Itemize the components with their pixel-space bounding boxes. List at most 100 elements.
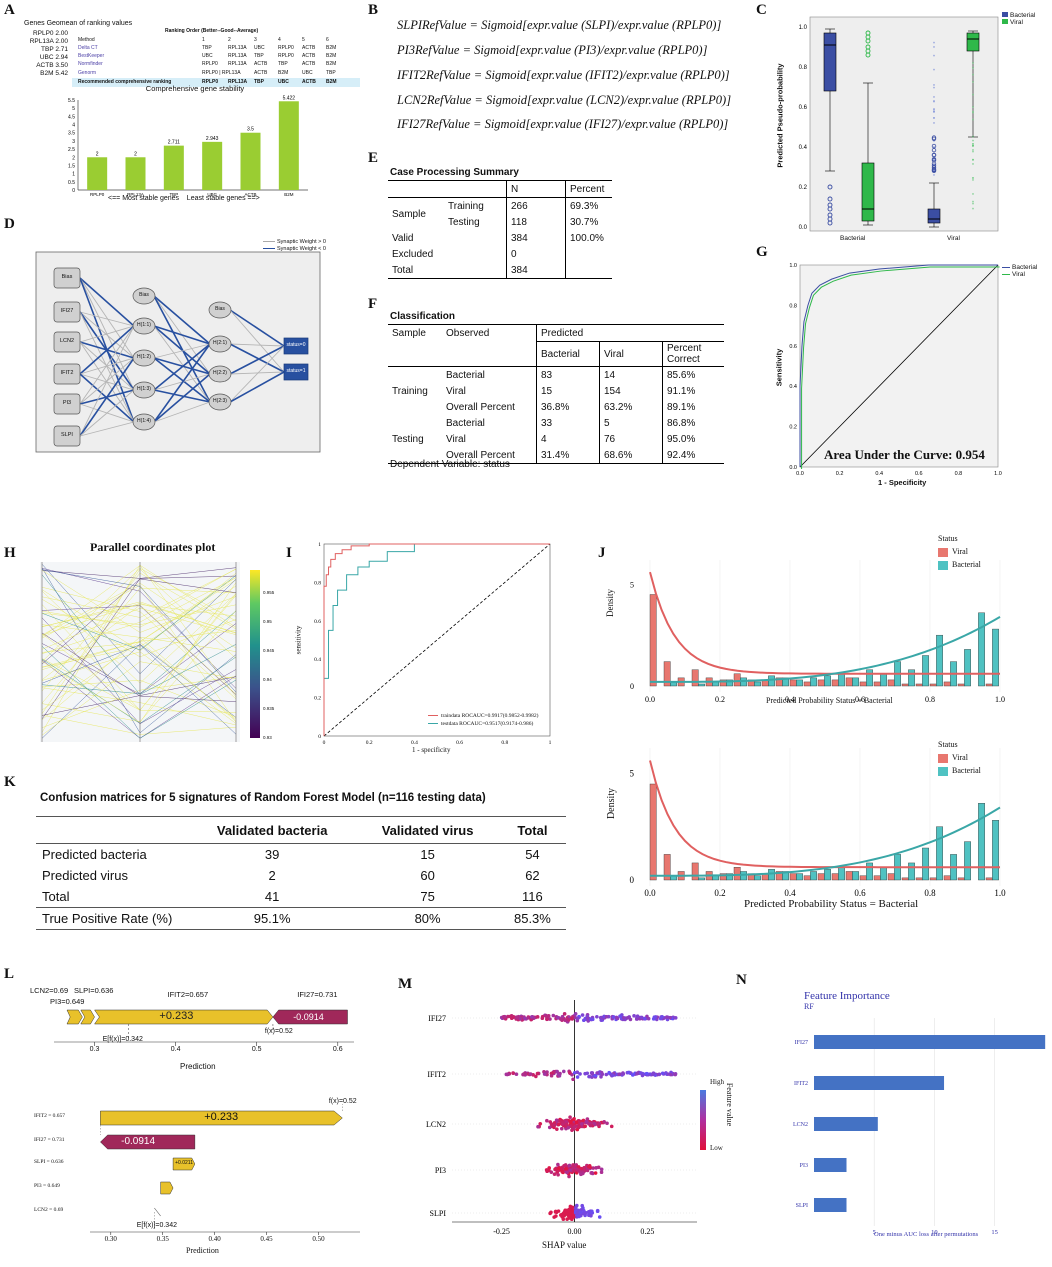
synapse (153, 325, 211, 345)
waterfall-bar-negative (100, 1134, 196, 1150)
roc-g-xlabel: 1 - Specificity (878, 478, 927, 487)
synapse (153, 343, 211, 359)
roc-i-xlabel: 1 - specificity (412, 746, 451, 754)
input-node-label: LCN2 (59, 338, 75, 344)
cell: 68.6% (599, 447, 663, 464)
cell: 91.1% (662, 383, 724, 399)
y-tick-label: 4 (72, 123, 75, 129)
synapse (153, 373, 211, 423)
importance-bar (814, 1076, 945, 1090)
legend-title: Status (938, 740, 958, 749)
outlier-star: * (972, 177, 974, 183)
geomean-item: RPLP0 2.00 (32, 30, 68, 37)
header-cell: Validated virus (381, 822, 474, 838)
bar-viral (873, 875, 881, 881)
shap-point (589, 1071, 594, 1075)
shap-point (511, 1071, 515, 1075)
row-sublabel: Training (448, 200, 484, 212)
y-tick-label: 0.5 (68, 180, 75, 186)
x-tick-label: 0.6 (854, 888, 866, 898)
outlier-star: * (972, 143, 974, 149)
outlier (931, 135, 937, 140)
outlier-star: * (933, 147, 935, 153)
shap-point (665, 1015, 669, 1019)
legend-item: Viral (1002, 271, 1037, 278)
bar-viral (789, 679, 797, 687)
rank-cell: RPL13A (228, 61, 247, 68)
shap-point (561, 1217, 566, 1222)
shap-point (518, 1016, 523, 1021)
hidden-node-label: H(1:3) (137, 386, 151, 392)
roc-curve-test (323, 543, 550, 736)
observed-label: Bacterial (446, 369, 485, 381)
shap-point (568, 1168, 572, 1172)
bar-viral (929, 877, 937, 881)
shap-point (576, 1168, 580, 1172)
bar-viral (691, 862, 699, 881)
cell-n: 118 (506, 214, 566, 230)
bar-bacterial (824, 675, 831, 687)
equation-ifit2: IFIT2RefValue = Sigmoid[expr.value (IFIT… (397, 68, 730, 82)
shap-point (545, 1017, 549, 1021)
rank-cell: RPL13A (228, 45, 247, 51)
x-tick-label: 0.00 (568, 1227, 582, 1236)
bar-bacterial (726, 873, 733, 881)
method-name: Genorm (78, 69, 97, 76)
legend-item: Bacterial (938, 764, 981, 777)
boxplot-legend: Bacterial Viral (1002, 12, 1035, 26)
x-tick-label: 0.0 (645, 695, 655, 704)
shap-point (580, 1013, 585, 1017)
shap-point (534, 1074, 538, 1079)
cell: 41 (264, 889, 280, 904)
gene-stability-chart: Comprehensive gene stability 0 0.5 1 1.5 2 2.… (20, 82, 350, 210)
bar-viral (957, 683, 965, 687)
shap-point (617, 1072, 622, 1077)
bar-viral (915, 877, 923, 881)
bar-viral (817, 679, 825, 687)
shap-point (508, 1014, 513, 1019)
equation-lcn2: LCN2RefValue = Sigmoid[expr.value (LCN2)… (397, 93, 732, 107)
shap-point (561, 1069, 566, 1074)
bar-viral (915, 683, 923, 687)
row-label: Total (392, 264, 414, 276)
cell: 15 (420, 847, 435, 862)
x-tick-label: 0.8 (924, 888, 936, 898)
shap-point (528, 1072, 533, 1076)
boxplot-panel: 0.0 0.2 0.4 0.6 0.8 1.0 * * * * * * * * * * * * * * * * * * * * * *… (770, 5, 1050, 245)
synapse (153, 389, 211, 403)
roc-panel-g: 0.0 0.2 0.4 0.6 0.8 1.0 0.0 0.2 0.4 0.6 0.8 1.0 Sen… (770, 255, 1052, 495)
cell: 154 (599, 383, 663, 399)
method-col-header: Method (78, 37, 95, 43)
feature-label: IFIT2 (427, 1070, 446, 1079)
shap-point (553, 1210, 558, 1214)
bar-bacterial (978, 803, 985, 881)
shap-point (602, 1120, 606, 1124)
geomean-item: RPL13A 2.00 (29, 38, 68, 45)
waterfall-feature: PI3 = 0.649 (34, 1183, 60, 1189)
outlier-star: * (933, 117, 935, 123)
shap-point (639, 1015, 644, 1020)
legend-item: traindata ROCAUC=0.9917(0.9852-0.9982) (428, 712, 539, 720)
shap-xlabel: SHAP value (542, 1240, 587, 1250)
importance-svg: 5 10 15 IFI27 IFIT2 LCN2 PI3 SLPI (793, 1018, 1050, 1236)
rank-cell: RPL13A (228, 53, 247, 60)
waterfall-xtick: 0.30 (104, 1235, 117, 1243)
shap-point (529, 1015, 534, 1019)
synapse (79, 311, 135, 359)
bar-bacterial (698, 683, 705, 687)
y-tick-label: 5.5 (68, 98, 75, 104)
header-observed: Observed (446, 327, 490, 339)
rank-cell: B2M (278, 69, 289, 76)
hidden-node (208, 365, 232, 383)
output-node (283, 337, 309, 355)
outlier (827, 184, 833, 190)
outlier-star: * (972, 145, 974, 151)
recommended-cell: TBP (254, 78, 264, 85)
classification-title: Classification (390, 311, 456, 322)
observed-label: Bacterial (446, 417, 485, 429)
outlier (865, 44, 871, 50)
outlier-star: * (972, 119, 974, 125)
y-tick-label: 0 (630, 682, 634, 691)
shap-point (609, 1124, 614, 1129)
outlier (931, 161, 937, 166)
